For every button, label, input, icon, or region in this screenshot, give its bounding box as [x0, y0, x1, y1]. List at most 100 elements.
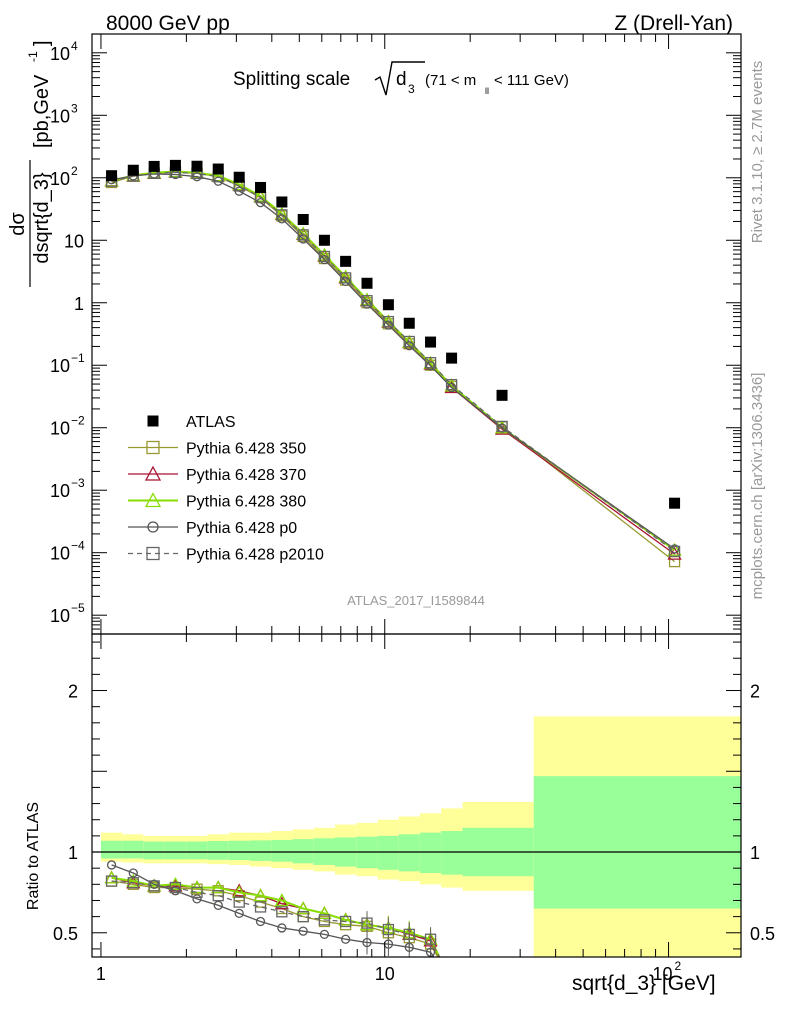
x-tick-exponent: 2: [675, 959, 682, 973]
legend-marker-p380: [144, 492, 162, 508]
marker-p2010: [297, 229, 309, 241]
ratio-marker-p0: [340, 934, 351, 944]
data-point: [127, 164, 139, 176]
legend-marker-p370: [144, 465, 162, 481]
ratio-marker-p2010: [233, 896, 245, 908]
legend-label-p2010: Pythia 6.428 p2010: [186, 547, 324, 564]
ratio-marker-p380: [274, 893, 289, 907]
y-tick-label: 10: [50, 356, 70, 376]
marker-p2010: [445, 378, 458, 391]
ratio-marker-p2010: [148, 880, 160, 892]
y-tick-exponent: 2: [71, 164, 78, 178]
ratio-marker-p380: [296, 901, 311, 915]
ratio-line-p2010: [111, 880, 441, 957]
marker-p2010: [339, 272, 352, 284]
y-label-denominator: dsqrt{d_3}: [31, 172, 53, 264]
legend-label-p350: Pythia 6.428 350: [186, 441, 306, 458]
marker-p380: [253, 188, 268, 202]
marker-p2010: [424, 357, 437, 369]
ratio-marker-p380: [126, 873, 141, 887]
data-point: [403, 317, 415, 329]
series-line-p2010: [111, 171, 675, 552]
y-tick-label: 10: [50, 544, 70, 564]
title-subscript: 3: [408, 82, 415, 96]
marker-p2010: [403, 335, 415, 348]
ratio-panel: 1 10 10 22 21 10.5 0.5: [53, 34, 775, 984]
ratio-line-p370: [111, 877, 440, 957]
legend-label-p380: Pythia 6.428 380: [186, 494, 306, 511]
data-point: [340, 255, 352, 267]
data-point: [669, 497, 681, 509]
sqrt-symbol: [374, 61, 425, 96]
band-inner-bin: [419, 832, 442, 874]
rivet-label: Rivet 3.1.10, ≥ 2.7M events: [749, 61, 766, 244]
ratio-marker-p2010: [276, 906, 288, 918]
y-tick-label: 10: [64, 231, 84, 251]
band-inner-bin: [186, 841, 208, 860]
title-cut: (71 < m: [425, 72, 476, 89]
legend-marker-p350: [146, 440, 160, 455]
plot-title: Splitting scale: [233, 69, 350, 90]
data-point: [361, 277, 373, 289]
y-label-units: [pb,GeV: [31, 74, 53, 148]
y-tick-exponent: −2: [71, 414, 85, 428]
band-inner-bin: [377, 835, 399, 870]
data-point: [212, 163, 224, 175]
y-label-units-close: ]: [31, 40, 53, 46]
y-tick-label: 1: [74, 294, 84, 314]
data-point: [446, 352, 458, 364]
ratio-y-tick-label: 0.5: [53, 924, 78, 944]
y-tick-exponent: −4: [71, 539, 85, 553]
y-label-units-exp: -1: [26, 51, 40, 62]
marker-p2010: [496, 420, 508, 433]
legend-label-data: ATLAS: [186, 414, 236, 431]
data-point: [382, 299, 394, 311]
band-inner-bin: [533, 776, 741, 909]
marker-p370: [494, 421, 510, 435]
ratio-y-axis: 2 2 1 1 0.5 0.5: [53, 641, 775, 950]
ratio-line-p380: [111, 876, 441, 957]
band-inner-bin: [228, 840, 250, 861]
mc-curves: [104, 164, 682, 568]
data-point: [169, 159, 181, 171]
band-inner-bin: [164, 841, 187, 860]
ratio-marker-p0: [106, 860, 117, 870]
marker-p2010: [382, 315, 395, 328]
ratio-marker-p380: [317, 906, 332, 920]
ratio-marker-p2010: [318, 914, 331, 926]
y-tick-exponent: 4: [71, 39, 78, 53]
x-tick-label: 10: [653, 964, 673, 984]
title-symbol: d: [396, 69, 407, 90]
ratio-y-tick-label: 2: [68, 682, 78, 702]
y-tick-label: 10: [50, 481, 70, 501]
ratio-y-tick-label-right: 2: [750, 682, 760, 702]
ratio-marker-p0: [213, 900, 223, 910]
ratio-y-tick-label: 1: [68, 843, 78, 863]
marker-p380: [189, 165, 205, 179]
title-cut-close: < 111 GeV): [494, 72, 569, 89]
x-tick-label: 10: [375, 964, 395, 984]
legend-marker-data: [147, 415, 159, 427]
band-inner-bin: [122, 840, 144, 859]
y-tick-exponent: −1: [71, 351, 85, 365]
ratio-marker-p0: [128, 868, 138, 878]
band-inner-bin: [271, 839, 293, 862]
labels: 8000 GeV pp Z (Drell-Yan) sqrt{d_3} [GeV…: [7, 12, 766, 995]
ratio-marker-p0: [255, 916, 266, 927]
data-point: [496, 389, 508, 401]
ratio-marker-p380: [338, 912, 353, 926]
ratio-marker-p2010: [297, 910, 309, 923]
ratio-marker-p2010: [212, 889, 224, 902]
marker-p0: [383, 320, 394, 330]
y-label-numerator: dσ: [7, 212, 29, 236]
ratio-marker-p2010: [254, 901, 267, 913]
data-point: [276, 196, 288, 208]
data-point: [233, 171, 245, 183]
y-tick-exponent: 3: [71, 101, 78, 115]
y-tick-exponent: −5: [71, 601, 85, 615]
x-axis: 1 10 10 2: [96, 34, 682, 984]
ratio-marker-p0: [192, 894, 202, 904]
ratio-y-tick-label-right: 1: [750, 843, 760, 863]
